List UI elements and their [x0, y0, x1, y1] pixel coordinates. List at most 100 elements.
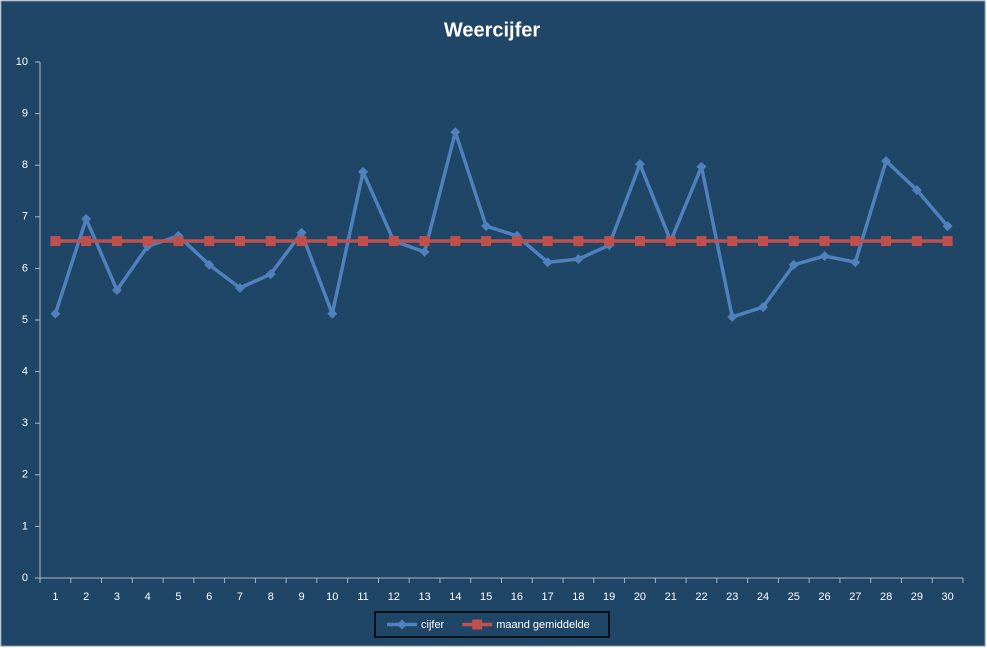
data-point — [234, 283, 245, 294]
data-point — [942, 236, 953, 247]
data-point — [573, 236, 584, 247]
x-tick-label: 25 — [788, 591, 800, 603]
x-tick-label: 19 — [603, 591, 615, 603]
x-tick-label: 15 — [480, 591, 492, 603]
data-point — [696, 161, 707, 172]
y-tick-label: 10 — [16, 56, 28, 68]
data-point — [481, 221, 492, 232]
data-point — [665, 236, 676, 247]
x-tick-label: 9 — [298, 591, 304, 603]
data-point — [388, 236, 399, 247]
legend-marker — [472, 619, 483, 630]
data-point — [696, 236, 707, 247]
data-point — [327, 308, 338, 319]
x-tick-label: 8 — [268, 591, 274, 603]
x-tick-label: 27 — [849, 591, 861, 603]
y-tick-label: 5 — [22, 314, 28, 326]
data-point — [942, 221, 953, 232]
y-tick-label: 1 — [22, 520, 28, 532]
data-point — [881, 156, 892, 167]
data-point — [634, 159, 645, 170]
x-tick-label: 24 — [757, 591, 769, 603]
y-tick-label: 8 — [22, 159, 28, 171]
legend: cijfer maand gemiddelde — [374, 611, 610, 638]
data-point — [111, 236, 122, 247]
data-point — [450, 236, 461, 247]
x-tick-label: 16 — [511, 591, 523, 603]
x-tick-label: 12 — [388, 591, 400, 603]
data-point — [296, 227, 307, 238]
x-tick-label: 21 — [665, 591, 677, 603]
x-tick-label: 11 — [357, 591, 368, 603]
data-point — [604, 236, 615, 247]
data-point — [911, 236, 922, 247]
y-tick-label: 6 — [22, 262, 28, 274]
data-point — [788, 236, 799, 247]
x-tick-label: 13 — [418, 591, 430, 603]
data-point — [511, 236, 522, 247]
data-point — [204, 236, 215, 247]
data-point — [419, 246, 430, 257]
x-tick-label: 18 — [572, 591, 584, 603]
x-tick-label: 7 — [237, 591, 243, 603]
data-point — [81, 236, 92, 247]
x-tick-label: 26 — [818, 591, 830, 603]
data-point — [727, 236, 738, 247]
data-point — [265, 269, 276, 280]
y-tick-label: 3 — [22, 417, 28, 429]
data-point — [142, 236, 153, 247]
x-tick-label: 4 — [145, 591, 151, 603]
data-point — [50, 236, 61, 247]
data-point — [111, 285, 122, 296]
y-tick-label: 9 — [22, 108, 28, 120]
data-point — [204, 259, 215, 270]
x-tick-label: 14 — [449, 591, 461, 603]
x-tick-label: 29 — [911, 591, 923, 603]
data-point — [296, 236, 307, 247]
data-point — [173, 236, 184, 247]
data-point — [881, 236, 892, 247]
x-tick-label: 17 — [542, 591, 554, 603]
x-tick-label: 23 — [726, 591, 738, 603]
y-tick-label: 4 — [22, 366, 28, 378]
data-point — [634, 236, 645, 247]
data-point — [419, 236, 430, 247]
chart-title: Weercijfer — [444, 19, 541, 41]
data-point — [358, 166, 369, 177]
x-tick-label: 5 — [175, 591, 181, 603]
data-point — [234, 236, 245, 247]
data-point — [50, 308, 61, 319]
data-point — [542, 236, 553, 247]
x-tick-label: 6 — [206, 591, 212, 603]
y-tick-label: 2 — [22, 469, 28, 481]
data-point — [911, 184, 922, 195]
y-tick-label: 0 — [22, 572, 28, 584]
x-tick-label: 28 — [880, 591, 892, 603]
data-point — [727, 311, 738, 322]
data-point — [265, 236, 276, 247]
legend-label: cijfer — [421, 619, 445, 631]
legend-marker — [397, 619, 407, 630]
x-tick-label: 30 — [941, 591, 953, 603]
x-tick-label: 1 — [52, 591, 58, 603]
data-point — [573, 254, 584, 265]
x-tick-label: 2 — [83, 591, 89, 603]
data-point — [819, 236, 830, 247]
data-point — [81, 213, 92, 224]
data-point — [850, 236, 861, 247]
data-point — [481, 236, 492, 247]
data-point — [788, 259, 799, 270]
data-point — [327, 236, 338, 247]
x-tick-label: 3 — [114, 591, 120, 603]
data-point — [758, 236, 769, 247]
legend-box — [374, 611, 610, 638]
y-tick-label: 7 — [22, 211, 28, 223]
series-line — [53, 130, 949, 319]
data-point — [358, 236, 369, 247]
data-point — [542, 257, 553, 268]
data-point — [450, 127, 461, 138]
data-point — [819, 251, 830, 262]
legend-label: maand gemiddelde — [496, 619, 590, 631]
x-tick-label: 10 — [326, 591, 338, 603]
